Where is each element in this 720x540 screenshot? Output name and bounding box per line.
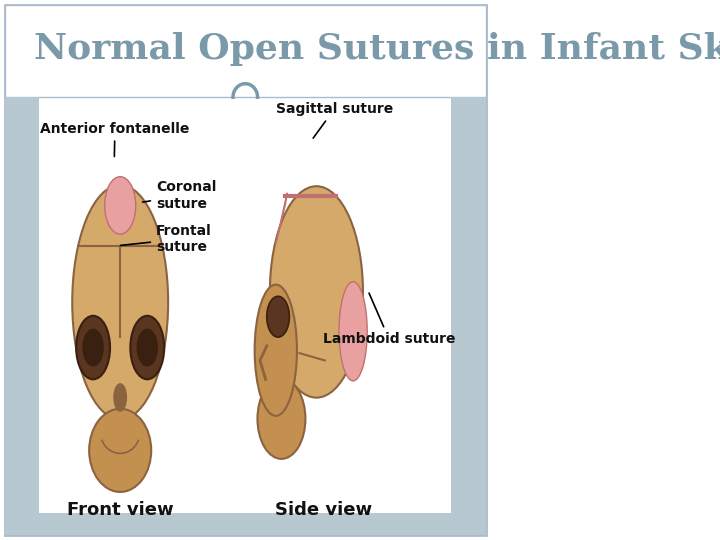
Ellipse shape	[130, 316, 164, 379]
Ellipse shape	[267, 296, 289, 337]
Ellipse shape	[72, 185, 168, 420]
Ellipse shape	[270, 186, 363, 397]
Text: Frontal
suture: Frontal suture	[120, 224, 212, 254]
Text: Sagittal suture: Sagittal suture	[276, 102, 393, 138]
FancyBboxPatch shape	[451, 97, 486, 535]
Ellipse shape	[104, 177, 135, 234]
Text: Normal Open Sutures in Infant Skull: Normal Open Sutures in Infant Skull	[35, 32, 720, 65]
Ellipse shape	[339, 282, 367, 381]
Ellipse shape	[82, 329, 104, 367]
Ellipse shape	[258, 379, 305, 459]
Ellipse shape	[255, 285, 297, 416]
Text: Anterior fontanelle: Anterior fontanelle	[40, 122, 189, 157]
FancyBboxPatch shape	[5, 513, 486, 535]
Text: Coronal
suture: Coronal suture	[143, 180, 217, 211]
FancyBboxPatch shape	[5, 5, 486, 535]
Text: Front view: Front view	[67, 501, 174, 519]
Text: Side view: Side view	[275, 501, 372, 519]
Polygon shape	[276, 193, 287, 244]
FancyBboxPatch shape	[5, 97, 40, 535]
Ellipse shape	[89, 409, 151, 492]
Ellipse shape	[114, 384, 127, 411]
Text: Lambdoid suture: Lambdoid suture	[323, 293, 455, 346]
Ellipse shape	[137, 329, 158, 367]
FancyBboxPatch shape	[5, 5, 486, 97]
Ellipse shape	[76, 316, 110, 379]
